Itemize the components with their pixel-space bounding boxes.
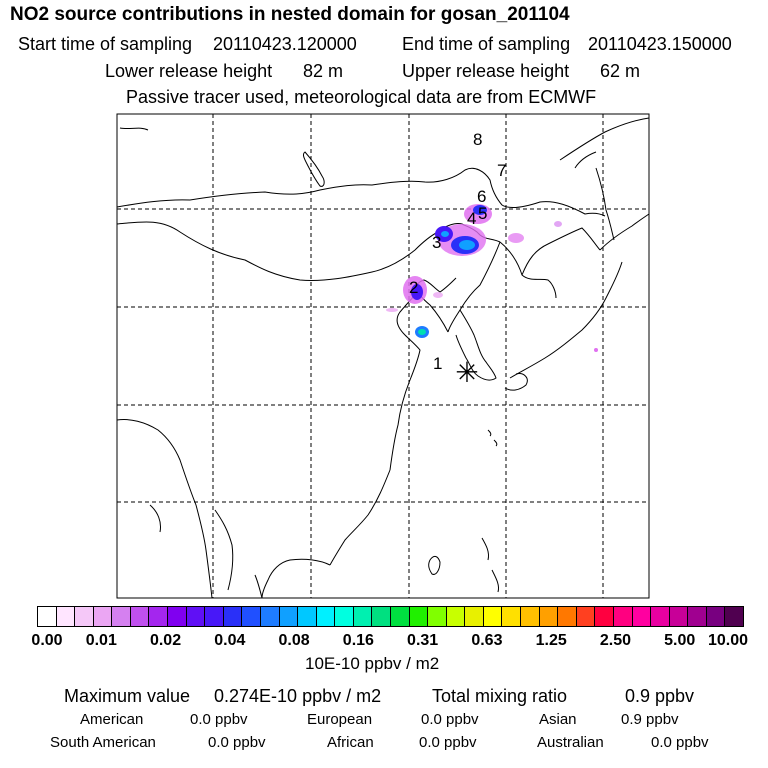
- color-scale-segment: [502, 607, 522, 626]
- color-scale-tick-label: 0.04: [214, 632, 246, 649]
- color-scale-tick-label: 0.01: [85, 632, 117, 649]
- color-scale-tick-label: 0.16: [342, 632, 374, 649]
- region-name-european: European: [307, 711, 373, 728]
- release-point-icon: ✳: [455, 356, 478, 389]
- region-value-australian: 0.0 ppbv: [651, 734, 709, 751]
- color-scale-tick-label: 5.00: [664, 632, 696, 649]
- color-scale-segment: [613, 607, 633, 626]
- color-scale-segment: [38, 607, 57, 626]
- time-markers: 1 2 3 4 5 6 7 8: [409, 130, 506, 373]
- color-scale-segment: [186, 607, 206, 626]
- color-scale-segment: [483, 607, 503, 626]
- max-value-label: Maximum value: [64, 686, 191, 706]
- end-time-label: End time of sampling: [402, 34, 571, 54]
- time-marker-2: 2: [409, 278, 418, 297]
- color-scale-segment: [558, 607, 577, 626]
- time-marker-5: 5: [478, 204, 487, 223]
- color-scale-segment: [130, 607, 150, 626]
- region-value-south-american: 0.0 ppbv: [208, 734, 266, 751]
- lower-height-value: 82 m: [303, 61, 344, 81]
- color-scale-tick-label: 0.63: [471, 632, 503, 649]
- color-scale-segment: [390, 607, 410, 626]
- color-scale-unit: 10E-10 ppbv / m2: [305, 654, 440, 673]
- color-scale-segment: [372, 607, 391, 626]
- color-scale-segment: [632, 607, 652, 626]
- region-value-asian: 0.9 ppbv: [621, 711, 679, 728]
- color-scale-tick-label: 0.08: [278, 632, 310, 649]
- region-name-american: American: [80, 711, 144, 728]
- color-scale-segment: [688, 607, 707, 626]
- color-scale-segment: [223, 607, 243, 626]
- color-scale-segment: [93, 607, 113, 626]
- tracer-note: Passive tracer used, meteorological data…: [126, 87, 597, 107]
- color-scale-segment: [260, 607, 280, 626]
- color-scale-segment: [149, 607, 169, 626]
- max-value: 0.274E-10 ppbv / m2: [214, 686, 382, 706]
- total-mixing-value: 0.9 ppbv: [625, 686, 695, 706]
- total-mixing-label: Total mixing ratio: [432, 686, 568, 706]
- color-scale-tick-label: 0.00: [31, 632, 63, 649]
- color-scale-segment: [651, 607, 670, 626]
- region-name-african: African: [327, 734, 374, 751]
- upper-height-label: Upper release height: [402, 61, 570, 81]
- color-scale-segment: [353, 607, 373, 626]
- color-scale-tick-label: 2.50: [599, 632, 632, 649]
- color-scale-segment: [428, 607, 447, 626]
- region-name-australian: Australian: [537, 734, 604, 751]
- color-scale-segment: [242, 607, 261, 626]
- color-scale-segment: [335, 607, 354, 626]
- lower-height-label: Lower release height: [105, 61, 273, 81]
- upper-height-value: 62 m: [600, 61, 641, 81]
- color-scale-segment: [669, 607, 689, 626]
- time-marker-4: 4: [467, 209, 476, 228]
- color-scale-segment: [521, 607, 540, 626]
- region-value-european: 0.0 ppbv: [421, 711, 479, 728]
- color-scale-tick-label: 1.25: [535, 632, 567, 649]
- color-scale-bar: [37, 606, 744, 627]
- end-time-value: 20110423.150000: [588, 34, 732, 54]
- color-scale-tick-label: 0.31: [407, 632, 439, 649]
- map-frame: [116, 113, 650, 599]
- color-scale-tick-label: 10.00: [707, 632, 749, 649]
- no2-plume: [386, 204, 598, 352]
- map-title: NO2 source contributions in nested domai…: [10, 4, 570, 25]
- color-scale-tick-label: 0.02: [149, 632, 182, 649]
- color-scale-segment: [539, 607, 559, 626]
- region-name-asian: Asian: [539, 711, 577, 728]
- color-scale-segment: [112, 607, 131, 626]
- color-scale-segment: [316, 607, 336, 626]
- color-scale-segment: [298, 607, 317, 626]
- color-scale-segment: [446, 607, 466, 626]
- region-value-american: 0.0 ppbv: [190, 711, 248, 728]
- color-scale-segment: [409, 607, 429, 626]
- color-scale-segment: [576, 607, 596, 626]
- region-value-african: 0.0 ppbv: [419, 734, 477, 751]
- time-marker-8: 8: [473, 130, 482, 149]
- time-marker-7: 7: [497, 161, 506, 180]
- start-time-label: Start time of sampling: [18, 34, 193, 54]
- region-name-south-american: South American: [50, 734, 156, 751]
- time-marker-6: 6: [477, 187, 486, 206]
- time-marker-1: 1: [433, 354, 442, 373]
- color-scale-segment: [75, 607, 94, 626]
- color-scale-segment: [205, 607, 224, 626]
- color-scale-segment: [706, 607, 726, 626]
- color-scale-segment: [168, 607, 187, 626]
- color-scale-segment: [725, 607, 743, 626]
- start-time-value: 20110423.120000: [213, 34, 357, 54]
- color-scale-segment: [595, 607, 614, 626]
- color-scale-segment: [279, 607, 299, 626]
- time-marker-3: 3: [432, 233, 441, 252]
- color-scale-segment: [56, 607, 76, 626]
- color-scale-segment: [465, 607, 484, 626]
